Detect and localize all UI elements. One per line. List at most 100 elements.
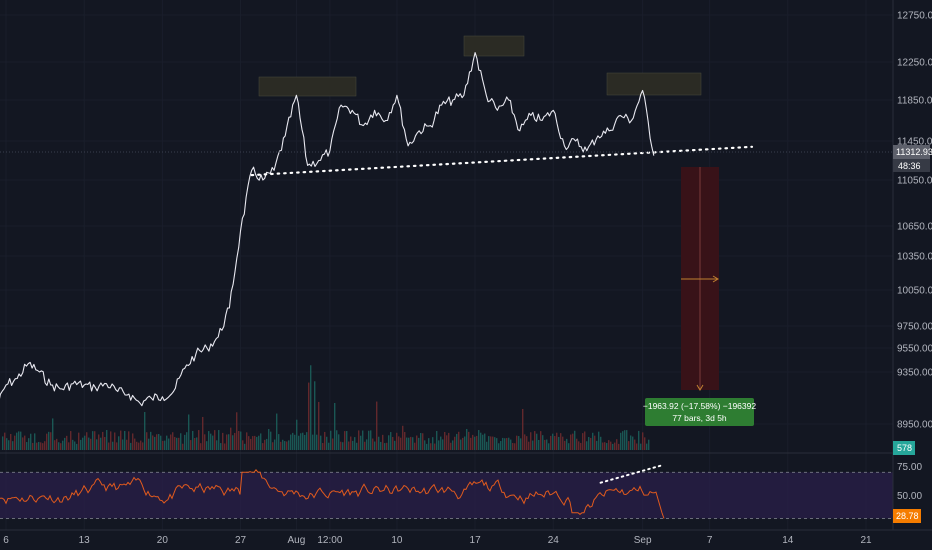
volume-bar: [184, 434, 186, 450]
volume-bar: [244, 443, 246, 450]
volume-bar: [216, 440, 218, 450]
time-tick-label: 17: [470, 535, 482, 546]
volume-bar: [158, 434, 160, 450]
volume-bar: [490, 436, 492, 450]
volume-bar: [482, 434, 484, 450]
volume-bar: [370, 430, 372, 450]
volume-bar: [386, 442, 388, 450]
volume-bar: [458, 431, 460, 450]
price-scale[interactable]: 12750.00 12250.00 11850.00 11450.00 11050.00…: [892, 0, 932, 550]
volume-bar: [198, 430, 200, 450]
volume-bar: [286, 441, 288, 450]
price-tick-label: 8950.00: [897, 420, 932, 431]
volume-bar: [524, 434, 526, 450]
volume-bar: [126, 439, 128, 450]
volume-bar: [186, 432, 188, 450]
volume-bar: [646, 443, 648, 450]
volume-bar: [12, 441, 14, 450]
volume-bar: [618, 443, 620, 450]
volume-bar: [22, 437, 24, 450]
volume-bar: [182, 443, 184, 450]
volume-bar: [82, 437, 84, 450]
volume-bar: [66, 435, 68, 450]
rsi-pane: [0, 464, 893, 519]
volume-bar: [138, 442, 140, 450]
volume-bar: [362, 430, 364, 450]
time-tick-label: 20: [157, 535, 169, 546]
volume-bar: [516, 435, 518, 450]
volume-bar: [546, 439, 548, 450]
volume-bar: [610, 441, 612, 450]
volume-bar: [494, 437, 496, 450]
volume-bar: [446, 435, 448, 450]
rsi-trendline[interactable]: [599, 464, 663, 484]
volume-bar: [108, 442, 110, 450]
measurement-line1: −1963.92 (−17.58%) −196392: [643, 401, 756, 411]
price-tick-label: 11050.00: [897, 176, 932, 187]
volume-bar: [116, 442, 118, 450]
volume-bar: [240, 431, 242, 450]
time-tick-label: 12:00: [317, 535, 342, 546]
left-shoulder-box[interactable]: [258, 76, 357, 97]
volume-bar: [376, 401, 378, 450]
volume-bar: [444, 431, 446, 450]
price-range-measurement[interactable]: [681, 167, 719, 391]
volume-bar: [136, 441, 138, 450]
volume-bar: [256, 436, 258, 450]
rsi-tick-label: 50.00: [897, 491, 922, 502]
volume-bar: [602, 442, 604, 450]
volume-bar: [606, 443, 608, 450]
volume-bar: [260, 433, 262, 450]
volume-bar: [630, 435, 632, 450]
volume-bar: [576, 438, 578, 450]
volume-bar: [634, 439, 636, 450]
volume-bar: [442, 439, 444, 450]
volume-bar: [14, 435, 16, 450]
countdown-text: 48:36: [898, 161, 921, 171]
volume-badge-text: 578: [897, 443, 912, 453]
volume-bar: [80, 439, 82, 450]
measurement-label: −1963.92 (−17.58%) −196392 77 bars, 3d 5…: [643, 398, 756, 426]
volume-bar: [532, 440, 534, 450]
volume-bar: [430, 443, 432, 450]
volume-bar: [484, 433, 486, 450]
volume-bar: [344, 431, 346, 450]
head-box[interactable]: [463, 35, 525, 57]
volume-bar: [278, 434, 280, 450]
volume-bar: [642, 432, 644, 450]
volume-bar: [114, 432, 116, 450]
time-axis[interactable]: 6 13 20 27 Aug 12:00 10 17 24 Sep 7 14 21: [0, 529, 932, 546]
volume-bar: [162, 440, 164, 450]
volume-bar: [290, 434, 292, 450]
volume-bar: [408, 437, 410, 450]
volume-bar: [296, 419, 298, 450]
neckline-trendline[interactable]: [250, 145, 754, 177]
volume-bar: [150, 431, 152, 450]
volume-bar: [190, 440, 192, 450]
volume-bar: [566, 438, 568, 450]
right-shoulder-box[interactable]: [606, 72, 702, 96]
volume-bar: [424, 440, 426, 450]
volume-bar: [312, 434, 314, 450]
volume-bar: [96, 439, 98, 450]
volume-bar: [164, 440, 166, 450]
volume-bar: [584, 431, 586, 450]
volume-bar: [330, 430, 332, 450]
volume-bar: [208, 431, 210, 450]
volume-bar: [86, 432, 88, 450]
volume-bar: [392, 436, 394, 450]
volume-bar: [474, 436, 476, 450]
volume-bar: [78, 432, 80, 450]
volume-bar: [72, 439, 74, 450]
volume-bar: [530, 432, 532, 450]
volume-bar: [636, 443, 638, 450]
volume-bar: [204, 434, 206, 450]
volume-bar: [354, 437, 356, 450]
volume-bar: [480, 432, 482, 450]
volume-bar: [558, 436, 560, 450]
volume-bar: [28, 438, 30, 450]
volume-histogram: [2, 365, 650, 450]
volume-bar: [284, 441, 286, 450]
volume-bar: [526, 436, 528, 450]
